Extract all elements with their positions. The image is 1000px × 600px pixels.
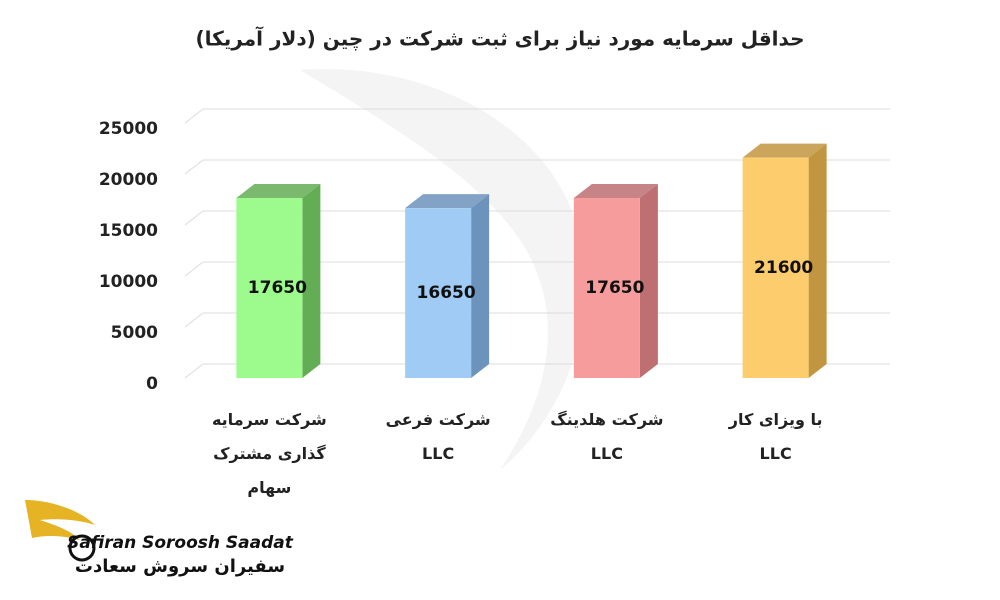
bar-top — [405, 194, 490, 209]
y-tick-label: 0 — [146, 374, 158, 394]
bar-top — [742, 143, 827, 158]
value-label: 17650 — [248, 278, 307, 298]
bar — [742, 157, 809, 378]
logo-ring — [68, 534, 96, 562]
y-tick-label: 5000 — [111, 323, 158, 343]
y-tick-label: 15000 — [99, 221, 158, 241]
x-tick-label: شرکت هلدینگ LLC — [550, 410, 664, 463]
watermark — [300, 69, 586, 471]
grid-line-side — [184, 210, 204, 226]
bar-side — [808, 143, 827, 378]
value-label: 21600 — [754, 258, 813, 278]
bar — [573, 197, 640, 378]
bar — [405, 208, 472, 378]
y-tick-label: 25000 — [99, 119, 158, 139]
logo-name-en: Safiran Soroosh Saadat — [67, 533, 294, 553]
bar-side — [471, 194, 490, 378]
x-tick-label: شرکت سرمایه گذاری مشترک سهام — [211, 410, 327, 497]
bar-top — [573, 183, 658, 198]
y-tick-label: 20000 — [99, 170, 158, 190]
logo-wing — [25, 500, 95, 540]
bar-top — [236, 183, 321, 198]
bar-side — [302, 183, 321, 378]
value-label: 16650 — [417, 283, 476, 303]
bar — [236, 197, 303, 378]
grid-line-side — [184, 261, 204, 277]
bar-side — [639, 183, 658, 378]
logo-name-fa: سفیران سروش سعادت — [75, 556, 285, 577]
y-tick-label: 10000 — [99, 272, 158, 292]
grid-line-side — [184, 363, 204, 379]
value-label: 17650 — [585, 278, 644, 298]
x-tick-label: با ویزای کار LLC — [728, 410, 823, 463]
x-tick-label: شرکت فرعی LLC — [385, 410, 491, 463]
grid-line-side — [184, 108, 204, 124]
logo: Safiran Soroosh Saadat سفیران سروش سعادت — [25, 500, 294, 577]
grid-line-side — [184, 312, 204, 328]
chart-title: حداقل سرمایه مورد نیاز برای ثبت شرکت در … — [196, 26, 805, 52]
grid-line-side — [184, 159, 204, 175]
